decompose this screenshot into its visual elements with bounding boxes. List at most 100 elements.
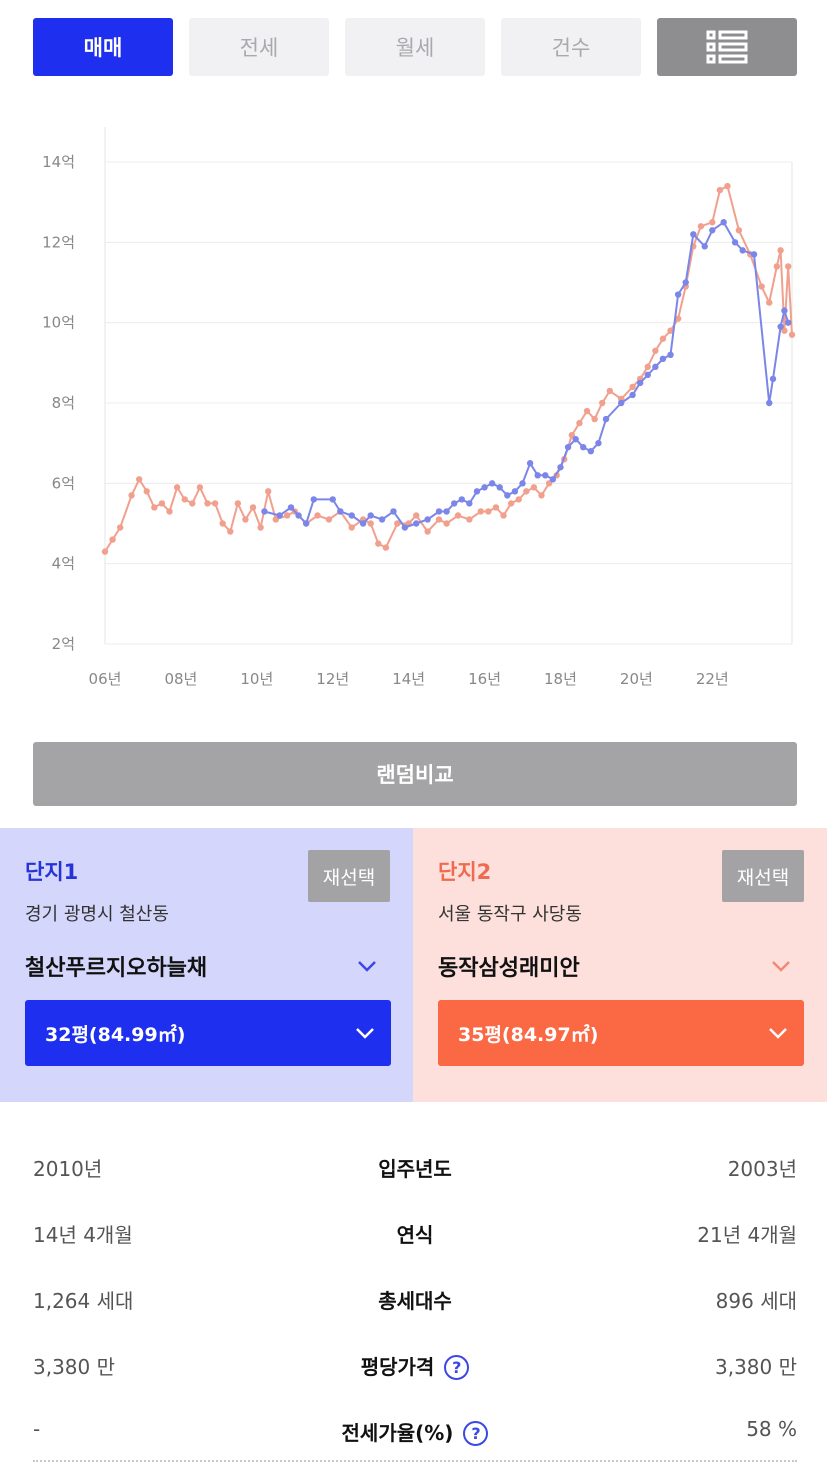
data-point bbox=[602, 415, 610, 423]
x-tick-label: 06년 bbox=[89, 670, 122, 688]
price-chart: 14억 12억 10억 8억 6억 4억 2억 06년 08년 10년 12년 14년 16년 18년 20… bbox=[30, 112, 810, 712]
data-point bbox=[758, 283, 765, 290]
x-tick-label: 18년 bbox=[544, 670, 577, 688]
data-point bbox=[523, 488, 530, 495]
data-point bbox=[652, 347, 659, 354]
data-point bbox=[504, 492, 511, 499]
data-point bbox=[750, 251, 758, 258]
complex1-reselect-button[interactable]: 재선택 bbox=[308, 850, 390, 902]
data-point bbox=[526, 460, 534, 467]
random-compare-button[interactable]: 랜덤비교 bbox=[33, 742, 797, 806]
data-point bbox=[769, 375, 777, 383]
data-point bbox=[458, 496, 465, 503]
data-point bbox=[204, 500, 211, 507]
data-point bbox=[766, 299, 773, 306]
data-point bbox=[424, 528, 431, 535]
data-point bbox=[773, 263, 781, 270]
data-point bbox=[116, 524, 124, 531]
data-point bbox=[454, 512, 462, 519]
data-point bbox=[473, 488, 481, 495]
tab-count[interactable]: 건수 bbox=[501, 18, 641, 76]
data-point bbox=[659, 355, 667, 363]
data-point bbox=[261, 508, 268, 515]
table-row: 2010년 입주년도 2003년 bbox=[33, 1149, 797, 1185]
complex1-name[interactable]: 철산푸르지오하늘채 bbox=[25, 956, 208, 981]
data-point bbox=[667, 351, 674, 358]
data-point bbox=[735, 227, 743, 234]
row-label: 총세대수 bbox=[33, 1285, 797, 1314]
data-point bbox=[135, 476, 143, 483]
complex2-title: 단지2 bbox=[438, 860, 492, 884]
table-row: 1,264 세대 총세대수 896 세대 bbox=[33, 1281, 797, 1317]
data-point bbox=[481, 484, 488, 491]
tab-monthly-rent[interactable]: 월세 bbox=[345, 18, 485, 76]
list-icon bbox=[706, 30, 748, 64]
complex2-address: 서울 동작구 사당동 bbox=[438, 904, 582, 925]
data-point bbox=[295, 512, 302, 519]
data-point bbox=[443, 520, 450, 527]
data-point bbox=[572, 435, 579, 443]
complex2-value: 2003년 bbox=[727, 1157, 797, 1181]
list-view-button[interactable] bbox=[657, 18, 797, 76]
data-point bbox=[731, 239, 739, 246]
help-icon[interactable]: ? bbox=[444, 1355, 470, 1380]
y-tick-label: 4억 bbox=[52, 555, 75, 573]
y-tick-label: 12억 bbox=[42, 233, 75, 251]
data-point bbox=[249, 504, 257, 511]
data-point bbox=[591, 415, 598, 423]
data-point bbox=[538, 492, 545, 499]
data-point bbox=[394, 520, 401, 527]
series-line bbox=[104, 184, 793, 553]
row-label: 전세가율(%)? bbox=[33, 1417, 797, 1446]
data-point bbox=[101, 548, 109, 555]
complex2-name[interactable]: 동작삼성래미안 bbox=[438, 956, 580, 981]
data-point bbox=[777, 323, 784, 330]
data-point bbox=[781, 327, 788, 334]
data-point bbox=[310, 496, 317, 503]
tab-sale[interactable]: 매매 bbox=[33, 18, 173, 76]
data-point bbox=[413, 512, 420, 519]
complex2-value: 3,380 만 bbox=[714, 1355, 797, 1379]
data-point bbox=[401, 524, 409, 531]
data-point bbox=[587, 448, 595, 455]
data-point bbox=[777, 247, 784, 254]
data-point bbox=[788, 331, 796, 338]
complex2-value: 58 % bbox=[746, 1417, 797, 1441]
data-point bbox=[337, 508, 344, 515]
chevron-down-icon[interactable] bbox=[769, 954, 793, 978]
data-point bbox=[211, 500, 219, 507]
data-point bbox=[629, 391, 636, 399]
data-point bbox=[709, 227, 716, 234]
data-point bbox=[583, 407, 591, 415]
data-point bbox=[143, 488, 150, 495]
data-point bbox=[348, 512, 355, 519]
price-line-chart: 14억 12억 10억 8억 6억 4억 2억 06년 08년 10년 12년 14년 16년 18년 20… bbox=[42, 127, 796, 688]
data-point bbox=[367, 512, 374, 519]
data-point bbox=[196, 484, 204, 491]
data-point bbox=[128, 492, 135, 499]
data-point bbox=[276, 512, 283, 519]
data-point bbox=[545, 480, 553, 487]
help-icon[interactable]: ? bbox=[463, 1421, 489, 1446]
data-point bbox=[636, 379, 644, 387]
data-point bbox=[348, 524, 355, 531]
complex2-reselect-button[interactable]: 재선택 bbox=[722, 850, 804, 902]
complex1-value: - bbox=[33, 1417, 41, 1441]
data-point bbox=[382, 544, 390, 551]
y-tick-label: 10억 bbox=[42, 314, 75, 332]
data-point bbox=[652, 363, 659, 371]
data-point bbox=[265, 488, 272, 495]
complex2-size-select[interactable]: 35평(84.97㎡) bbox=[438, 1000, 804, 1066]
chevron-down-icon[interactable] bbox=[355, 954, 379, 978]
x-tick-label: 12년 bbox=[316, 670, 349, 688]
data-point bbox=[690, 231, 697, 238]
data-point bbox=[557, 464, 564, 471]
data-point bbox=[227, 528, 234, 535]
data-point bbox=[667, 327, 674, 334]
complex1-size-select[interactable]: 32평(84.99㎡) bbox=[25, 1000, 391, 1066]
data-point bbox=[413, 520, 420, 527]
data-point bbox=[485, 508, 492, 515]
data-point bbox=[644, 371, 651, 379]
data-point bbox=[542, 472, 549, 479]
tab-jeonse[interactable]: 전세 bbox=[189, 18, 329, 76]
